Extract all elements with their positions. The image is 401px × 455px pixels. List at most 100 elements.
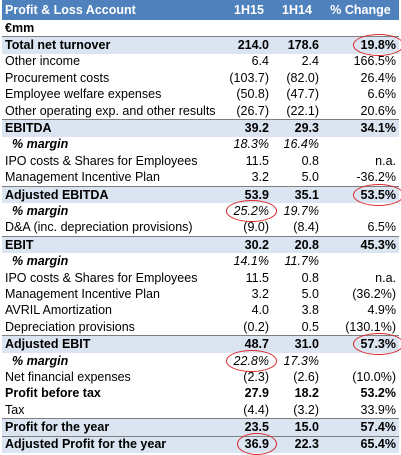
row-label: Tax xyxy=(5,402,25,417)
table-row: Employee welfare expenses (50.8) (47.7) 6.6… xyxy=(2,87,399,103)
cell: 19.7% xyxy=(283,203,319,218)
table-row: Management Incentive Plan 3.2 5.0 -36.2% xyxy=(2,170,399,187)
cell: 3.8 xyxy=(301,303,319,318)
cell: 25.2% xyxy=(226,203,272,219)
cell: 48.7 xyxy=(226,335,272,353)
table-row: Procurement costs (103.7) (82.0) 26.4% xyxy=(2,70,399,86)
row-label: Other income xyxy=(5,54,81,69)
cell: n.a. xyxy=(375,153,396,168)
table-row: IPO costs & Shares for Employees 11.5 0.8 n… xyxy=(2,270,399,286)
table-row: EBITDA 39.2 29.3 34.1% xyxy=(2,119,399,137)
cell: (4.4) xyxy=(243,402,269,417)
cell: (47.7) xyxy=(286,87,319,102)
cell: 5.0 xyxy=(301,170,319,185)
row-label: Other operating exp. and other results xyxy=(5,103,216,118)
row-label: Profit before tax xyxy=(5,386,101,401)
row-label: Procurement costs xyxy=(5,70,110,85)
cell: (82.0) xyxy=(286,70,319,85)
cell: 45.3% xyxy=(322,236,399,254)
table-row: Profit for the year 23.5 15.0 57.4% xyxy=(2,418,399,437)
row-label: Profit for the year xyxy=(2,418,226,437)
row-label: % margin xyxy=(12,254,69,269)
cell: 57.3% xyxy=(322,335,399,353)
cell: 53.9 xyxy=(226,185,272,204)
cell: 3.2 xyxy=(251,170,269,185)
cell: n.a. xyxy=(375,270,396,285)
cell: 20.6% xyxy=(360,103,396,118)
cell: 11.7% xyxy=(284,254,319,269)
cell: 14.1% xyxy=(233,254,269,269)
cell: 0.8 xyxy=(301,153,319,168)
row-label: Management Incentive Plan xyxy=(5,286,160,301)
cell: 33.9% xyxy=(360,402,396,417)
table-row: % margin 25.2% 19.7% xyxy=(2,203,399,219)
cell: 15.0 xyxy=(272,418,322,437)
row-label: Adjusted Profit for the year xyxy=(2,435,226,454)
table-header: Profit & Loss Account 1H15 1H14 % Change xyxy=(2,0,399,20)
row-label: D&A (inc. depreciation provisions) xyxy=(5,220,193,235)
cell: 2.4 xyxy=(301,54,319,69)
table-row: AVRIL Amortization 4.0 3.8 4.9% xyxy=(2,303,399,319)
column-header: 1H15 xyxy=(226,0,272,20)
cell: (0.2) xyxy=(243,319,269,334)
column-header: 1H14 xyxy=(272,0,322,20)
row-label: Adjusted EBIT xyxy=(2,335,226,353)
row-label: % margin xyxy=(12,137,69,152)
table-body: €mm Total net turnover 214.0 178.6 19.8% Othe… xyxy=(2,20,399,454)
row-label: Total net turnover xyxy=(2,36,226,54)
cell: 65.4% xyxy=(322,435,399,454)
cell xyxy=(322,253,399,269)
table-row: Adjusted Profit for the year 36.9 22.3 65.4… xyxy=(2,435,399,454)
cell: -36.2% xyxy=(356,170,396,185)
row-label: AVRIL Amortization xyxy=(5,303,112,318)
cell: 16.4% xyxy=(283,137,319,152)
cell: 6.6% xyxy=(367,87,397,102)
table-row: Depreciation provisions (0.2) 0.5 (130.1%) xyxy=(2,319,399,336)
cell xyxy=(226,20,272,37)
table-row: % margin 14.1% 11.7% xyxy=(2,253,399,269)
header-row: Profit & Loss Account 1H15 1H14 % Change xyxy=(2,0,399,20)
cell xyxy=(272,20,322,37)
cell: 19.8% xyxy=(322,36,399,54)
cell xyxy=(322,203,399,219)
cell: 4.9% xyxy=(367,303,397,318)
row-label: IPO costs & Shares for Employees xyxy=(5,153,198,168)
table-row: Total net turnover 214.0 178.6 19.8% xyxy=(2,36,399,54)
table-row: Other operating exp. and other results (2… xyxy=(2,103,399,120)
cell: (9.0) xyxy=(243,220,269,235)
cell: 53.2% xyxy=(360,386,396,401)
row-label: Employee welfare expenses xyxy=(5,87,162,102)
cell: 34.1% xyxy=(322,119,399,137)
circled-value: 19.8% xyxy=(360,38,396,53)
table-row: IPO costs & Shares for Employees 11.5 0.8 n… xyxy=(2,153,399,169)
circled-value: 36.9 xyxy=(244,437,269,452)
row-label: IPO costs & Shares for Employees xyxy=(5,270,198,285)
table-row: Adjusted EBITDA 53.9 35.1 53.5% xyxy=(2,185,399,204)
cell: 23.5 xyxy=(226,418,272,437)
header-title: Profit & Loss Account xyxy=(2,0,226,20)
cell: 0.8 xyxy=(301,270,319,285)
cell: 214.0 xyxy=(226,36,272,54)
table-row: Management Incentive Plan 3.2 5.0 (36.2%) xyxy=(2,286,399,302)
circled-value: 22.8% xyxy=(233,353,269,368)
table-row: Net financial expenses (2.3) (2.6) (10.0%) xyxy=(2,369,399,385)
row-label: % margin xyxy=(12,203,69,218)
cell: (3.2) xyxy=(293,402,319,417)
column-header: % Change xyxy=(322,0,399,20)
row-label: EBITDA xyxy=(2,119,226,137)
cell: 35.1 xyxy=(272,185,322,204)
cell: 20.8 xyxy=(272,236,322,254)
cell: 11.5 xyxy=(245,153,269,168)
cell: (8.4) xyxy=(293,220,319,235)
row-label: Management Incentive Plan xyxy=(5,170,160,185)
cell: 17.3% xyxy=(283,353,319,368)
row-label: €mm xyxy=(5,20,35,35)
table-row: D&A (inc. depreciation provisions) (9.0) (… xyxy=(2,220,399,237)
table-row: €mm xyxy=(2,20,399,37)
row-label: Adjusted EBITDA xyxy=(2,185,226,204)
cell: 6.4 xyxy=(251,54,269,69)
cell: 57.4% xyxy=(322,418,399,437)
